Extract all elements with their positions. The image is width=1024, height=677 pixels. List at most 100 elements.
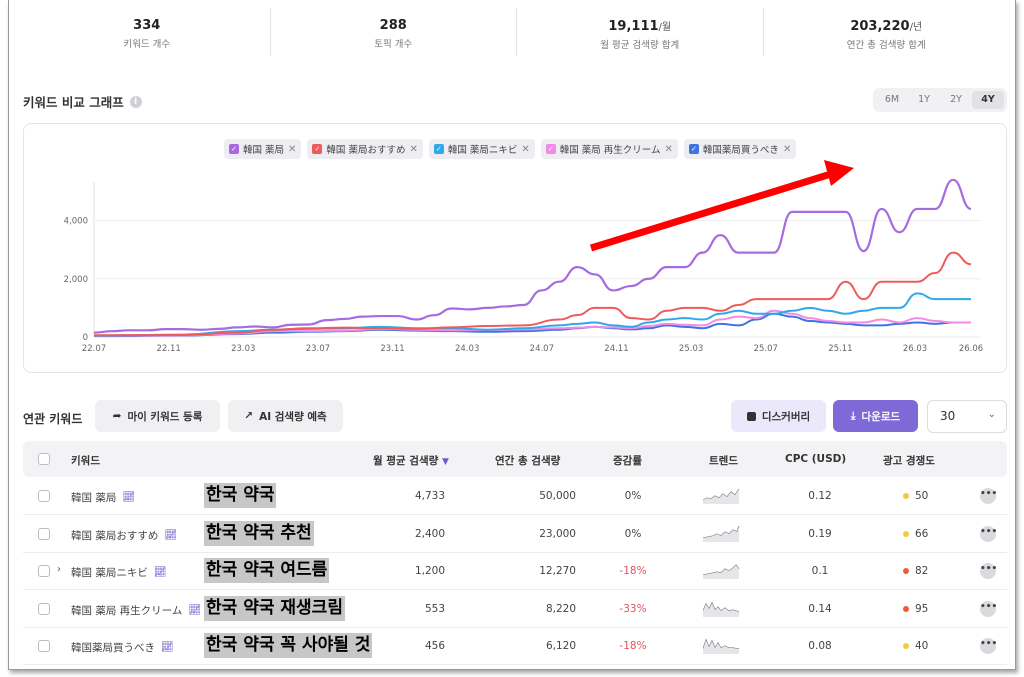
y-tick-label: 4,000 [64, 217, 88, 227]
close-icon[interactable]: ✕ [782, 143, 792, 155]
monthly-volume: 553 [424, 602, 445, 615]
x-tick-label: 23.03 [231, 344, 255, 354]
keyword-translation-overlay: 한국 약국 재생크림 [204, 595, 345, 621]
period-6m[interactable]: 6M [884, 94, 900, 105]
keyword-translation-overlay: 한국 약국 [204, 483, 277, 508]
legend-label: 韓国 薬局 [243, 145, 285, 156]
stat-yearly-total: 203,220/년 연간 총 검색량 합계 [846, 19, 926, 51]
header-change[interactable]: 증감률 [613, 455, 642, 467]
cpc-value: 0.19 [808, 527, 832, 540]
period-2y[interactable]: 2Y [950, 94, 962, 105]
legend-chip-4[interactable]: ✓ 韓国薬局買うべき ✕ [683, 139, 797, 159]
monthly-volume: 2,400 [414, 527, 445, 540]
header-monthly[interactable]: 월 평균 검색량 ▼ [373, 455, 449, 467]
change-rate: 0% [624, 490, 642, 502]
my-keyword-button[interactable]: ➦ 마이 키워드 등록 [95, 400, 220, 432]
cpc-value: 0.08 [808, 640, 832, 652]
chart-line-icon[interactable]: 📈︎ [161, 642, 174, 653]
yearly-volume: 50,000 [539, 490, 576, 502]
x-tick-label: 25.11 [828, 344, 852, 354]
table-row[interactable]: 韓国 薬局 再生クリーム 📈︎ 한국 약국 재생크림 553 8,220 -33% 0.14… [23, 591, 1007, 628]
sparkline-area [703, 602, 739, 617]
table-row[interactable]: 韓国薬局買うべき 📈︎ 한국 약국 꼭 사야될 것 456 6,120 -18% 0.08 4… [23, 628, 1007, 665]
select-all-checkbox[interactable] [38, 453, 50, 465]
x-tick-label: 26.06 [959, 344, 983, 354]
keyword-cell[interactable]: 韓国 薬局おすすめ 📈︎ [71, 529, 178, 542]
row-checkbox[interactable] [38, 640, 50, 652]
row-checkbox[interactable] [38, 527, 50, 540]
discovery-button[interactable]: 디스커버리 [731, 400, 826, 432]
table-row[interactable]: › 韓国 薬局ニキビ 📈︎ 한국 약국 여드름 1,200 12,270 -18% 0.1 82… [23, 553, 1007, 590]
chart-line-icon[interactable]: 📈︎ [164, 529, 178, 541]
table-row[interactable]: 韓国 薬局おすすめ 📈︎ 한국 약국 추천 2,400 23,000 0% 0.19 66 ••… [23, 516, 1007, 553]
table-row[interactable]: 韓国 薬局 📈︎ 한국 약국 4,733 50,000 0% 0.12 50 ••• [23, 478, 1007, 515]
header-yearly[interactable]: 연간 총 검색량 [495, 455, 561, 467]
arrow-share-icon: ➦ [112, 410, 122, 422]
period-4y[interactable]: 4Y [972, 91, 1004, 109]
header-competition[interactable]: 광고 경쟁도 [883, 455, 935, 467]
series-line-1 [93, 251, 972, 337]
trend-up-icon: ↗ [244, 410, 254, 422]
download-button[interactable]: ⤓ 다운로드 [833, 400, 918, 432]
trend-sparkline [703, 488, 740, 504]
competition-dot [903, 568, 909, 574]
close-icon[interactable]: ✕ [664, 143, 673, 155]
cpc-value: 0.14 [808, 602, 832, 615]
keyword-translation-overlay: 한국 약국 꼭 사야될 것 [204, 633, 373, 658]
close-icon[interactable]: ✕ [409, 143, 418, 155]
keyword-translation-overlay: 한국 약국 여드름 [204, 558, 330, 583]
trend-sparkline [703, 564, 740, 579]
x-tick-label: 22.11 [156, 344, 180, 354]
competition-dot [903, 493, 909, 499]
more-options-button[interactable]: ••• [980, 488, 997, 504]
monthly-volume: 456 [424, 640, 445, 652]
legend-chip-0[interactable]: ✓ 韓国 薬局 ✕ [224, 139, 302, 159]
monthly-volume: 4,733 [414, 490, 445, 502]
series-line-0 [93, 178, 972, 334]
close-icon[interactable]: ✕ [521, 143, 530, 155]
competition-cell: 82 [903, 565, 928, 577]
legend-check-icon: ✓ [229, 144, 239, 154]
ai-predict-button[interactable]: ↗ AI 검색량 예측 [228, 400, 343, 432]
more-options-button[interactable]: ••• [980, 638, 997, 654]
x-tick-label: 22.07 [82, 344, 106, 354]
row-checkbox[interactable] [38, 602, 50, 615]
competition-cell: 50 [903, 490, 928, 502]
keyword-cell[interactable]: 韓国 薬局 再生クリーム 📈︎ [71, 604, 202, 617]
header-cpc[interactable]: CPC (USD) [785, 453, 847, 465]
row-checkbox[interactable] [38, 565, 50, 577]
header-keyword[interactable]: 키워드 [71, 455, 100, 467]
keyword-cell[interactable]: 韓国 薬局 📈︎ [71, 492, 136, 504]
cpc-value: 0.1 [811, 565, 829, 577]
legend-check-icon: ✓ [688, 144, 699, 154]
more-options-button[interactable]: ••• [980, 525, 997, 542]
page-size-select[interactable]: 30 ⌄ [927, 400, 1007, 433]
chart-line-icon[interactable]: 📈︎ [153, 567, 167, 578]
series-line-3 [93, 309, 971, 337]
chart-line-icon[interactable]: 📈︎ [122, 492, 136, 503]
legend-chip-3[interactable]: ✓ 韓国 薬局 再生クリーム ✕ [540, 139, 678, 159]
close-icon[interactable]: ✕ [288, 143, 297, 155]
sparkline-area [703, 525, 739, 542]
more-options-button[interactable]: ••• [980, 563, 997, 579]
change-rate: -33% [619, 602, 647, 615]
legend-chip-2[interactable]: ✓ 韓国 薬局ニキビ ✕ [428, 139, 535, 159]
legend-label: 韓国 薬局 再生クリーム [559, 145, 661, 156]
stat-keyword-count: 334 키워드 개수 [24, 8, 271, 56]
period-1y[interactable]: 1Y [918, 94, 930, 105]
change-rate: 0% [624, 527, 642, 540]
row-checkbox[interactable] [38, 490, 50, 502]
legend-chip-1[interactable]: ✓ 韓国 薬局おすすめ ✕ [307, 139, 423, 159]
yearly-volume: 12,270 [539, 565, 576, 577]
keyword-cell[interactable]: 韓国 薬局ニキビ 📈︎ [71, 567, 167, 579]
more-options-button[interactable]: ••• [980, 600, 997, 617]
legend-label: 韓国 薬局おすすめ [326, 145, 406, 156]
info-icon[interactable]: i [129, 95, 142, 108]
x-tick-label: 24.11 [604, 344, 628, 354]
period-selector: 6M 1Y 2Y 4Y [873, 88, 1007, 112]
keyword-cell[interactable]: 韓国薬局買うべき 📈︎ [71, 642, 174, 654]
stat-monthly-total: 19,111/월 월 평균 검색량 합계 [517, 8, 764, 56]
chevron-right-icon[interactable]: › [57, 564, 61, 575]
yearly-volume: 6,120 [545, 640, 576, 652]
chart-line-icon[interactable]: 📈︎ [188, 604, 202, 616]
